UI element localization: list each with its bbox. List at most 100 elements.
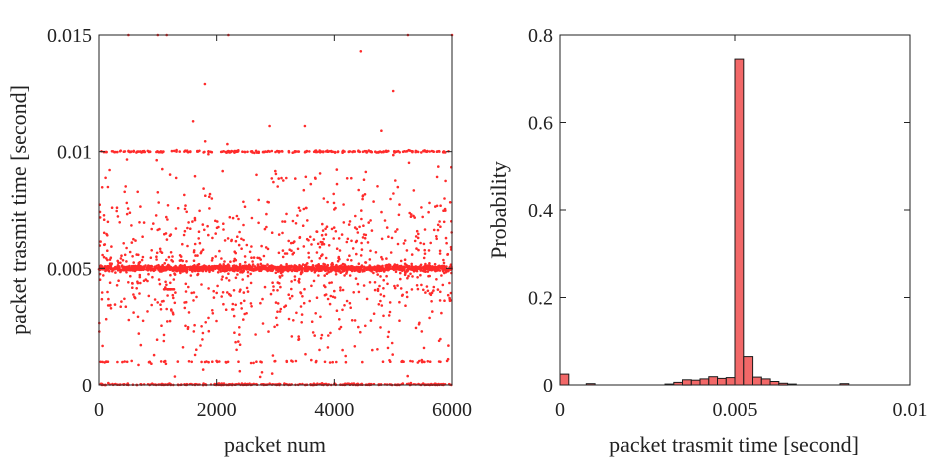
scatter-point [169, 251, 173, 254]
scatter-point [123, 190, 126, 194]
scatter-point [147, 360, 151, 364]
scatter-point [342, 221, 346, 224]
scatter-point [325, 268, 329, 271]
scatter-point [203, 82, 207, 86]
scatter-point [365, 297, 369, 301]
scatter-point [290, 287, 293, 291]
scatter-point [250, 256, 253, 260]
scatter-point [405, 268, 409, 272]
scatter-point [426, 289, 430, 293]
scatter-point [299, 291, 303, 295]
scatter-point [276, 310, 279, 314]
scatter-point [239, 265, 243, 268]
scatter-point [223, 260, 226, 263]
scatter-point [185, 271, 188, 274]
scatter-point [423, 228, 427, 231]
scatter-point [218, 360, 221, 363]
scatter-point [336, 150, 340, 154]
scatter-point [203, 150, 206, 154]
scatter-point [167, 288, 170, 291]
scatter-point [422, 269, 426, 273]
scatter-point [305, 267, 308, 271]
scatter-point [213, 266, 216, 270]
scatter-point [334, 270, 338, 273]
scatter-point [159, 360, 163, 363]
scatter-point [225, 276, 228, 280]
scatter-point [297, 150, 301, 153]
scatter-point [219, 265, 223, 268]
scatter-point [293, 264, 297, 267]
scatter-point [204, 321, 207, 324]
scatter-point [115, 206, 119, 209]
scatter-point [132, 261, 135, 264]
scatter-point [345, 270, 349, 274]
scatter-point [285, 176, 288, 180]
scatter-point [265, 268, 268, 271]
scatter-point [327, 244, 331, 247]
1-y-tick-label: 0 [543, 375, 553, 397]
scatter-point [209, 150, 212, 154]
scatter-point [448, 281, 451, 285]
scatter-point [215, 264, 218, 268]
scatter-point [120, 300, 123, 303]
scatter-point [200, 325, 203, 328]
scatter-point [334, 273, 338, 276]
scatter-point [315, 230, 318, 233]
scatter-point [242, 223, 245, 227]
scatter-point [221, 275, 224, 279]
scatter-point [422, 346, 426, 350]
scatter-point [119, 261, 122, 265]
scatter-point [219, 150, 223, 154]
scatter-point [420, 330, 424, 333]
scatter-point [187, 311, 191, 314]
scatter-point [334, 230, 338, 233]
scatter-point [123, 297, 126, 301]
scatter-point [343, 274, 346, 277]
scatter-point [295, 311, 298, 315]
scatter-point [204, 268, 208, 271]
scatter-point [300, 321, 304, 324]
scatter-point [170, 149, 174, 153]
scatter-point [210, 197, 214, 200]
scatter-point [326, 263, 330, 267]
scatter-point [360, 217, 363, 221]
scatter-point [162, 299, 165, 303]
scatter-point [246, 266, 250, 270]
scatter-point [362, 178, 366, 181]
scatter-point [223, 270, 226, 273]
scatter-point [101, 344, 104, 348]
scatter-point [251, 263, 255, 266]
scatter-point [200, 266, 204, 270]
scatter-point [322, 197, 326, 200]
scatter-point [227, 279, 231, 282]
scatter-point [438, 220, 441, 223]
scatter-point [232, 150, 236, 153]
scatter-point [343, 304, 346, 307]
scatter-point [387, 330, 391, 334]
scatter-point [241, 278, 244, 281]
scatter-point [226, 291, 229, 294]
scatter-point [390, 341, 394, 345]
scatter-point [339, 325, 343, 329]
scatter-point [287, 149, 291, 153]
scatter-point [257, 221, 260, 225]
scatter-point [382, 270, 386, 273]
scatter-point [137, 261, 141, 265]
scatter-point [419, 273, 422, 277]
1-y-tick-label: 0.4 [528, 200, 553, 222]
scatter-point [155, 258, 158, 261]
scatter-point [347, 267, 351, 271]
scatter-point [128, 211, 132, 214]
scatter-point [428, 360, 432, 364]
scatter-point [294, 269, 298, 273]
scatter-point [127, 281, 130, 284]
scatter-point [183, 207, 187, 211]
scatter-point [202, 187, 205, 190]
scatter-point [388, 359, 391, 362]
scatter-point [230, 238, 233, 242]
scatter-point [107, 381, 110, 385]
scatter-point [131, 281, 134, 285]
scatter-point [287, 293, 291, 297]
scatter-point [228, 215, 232, 219]
scatter-point [345, 177, 349, 180]
